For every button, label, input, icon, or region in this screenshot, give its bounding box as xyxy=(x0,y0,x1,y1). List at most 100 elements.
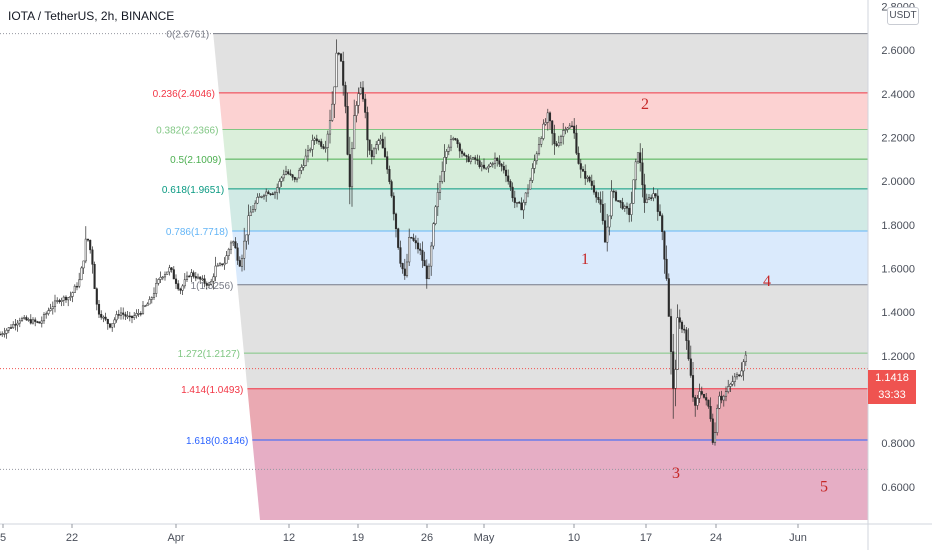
candle-body xyxy=(89,239,92,251)
candle-body xyxy=(232,241,235,244)
candle-body xyxy=(62,296,65,301)
candle-body xyxy=(412,237,415,241)
candle-body xyxy=(210,281,213,285)
fib-zone-1 xyxy=(218,92,869,130)
candle-body xyxy=(727,386,730,392)
candle-body xyxy=(313,138,316,141)
candle-body xyxy=(80,267,83,281)
fib-zones xyxy=(213,33,869,520)
candle-body xyxy=(388,169,391,182)
candle-body xyxy=(309,149,312,151)
fib-label-0.5: 0.5(2.1009) xyxy=(170,155,221,166)
candle-body xyxy=(3,333,6,335)
candle-body xyxy=(221,263,224,266)
candle-body xyxy=(562,130,565,137)
candle-body xyxy=(331,103,334,121)
candle-body xyxy=(284,171,288,175)
candle-body xyxy=(570,125,574,128)
x-tick-label: May xyxy=(474,532,495,544)
candle-body xyxy=(317,140,321,143)
candle-body xyxy=(122,312,125,315)
candle-body xyxy=(135,313,138,317)
candle-body xyxy=(368,139,371,151)
grid-lines xyxy=(0,33,868,470)
fib-zone-0 xyxy=(213,33,869,93)
fib-zone-9 xyxy=(252,440,868,520)
currency-button[interactable]: USDT xyxy=(887,7,919,25)
candle-body xyxy=(199,276,202,280)
candle-body xyxy=(95,288,98,305)
candle-body xyxy=(100,314,103,318)
candle-body xyxy=(377,140,380,145)
candle-body xyxy=(548,112,552,122)
wave-label-2: 2 xyxy=(641,96,649,113)
symbol-header: IOTA / TetherUS, 2h, BINANCE xyxy=(8,9,175,23)
candle-body xyxy=(533,160,536,169)
candle-body xyxy=(260,196,263,198)
candle-body xyxy=(155,283,158,294)
candle-body xyxy=(445,151,448,158)
candle-body xyxy=(540,138,543,145)
x-tick-label: 26 xyxy=(421,532,433,544)
candle-body xyxy=(25,317,28,321)
x-tick-label: 22 xyxy=(66,532,78,544)
candle-body xyxy=(56,300,59,302)
candle-body xyxy=(27,319,30,321)
candle-body xyxy=(588,176,591,182)
y-tick-label: 2.2000 xyxy=(881,133,915,145)
candle-body xyxy=(617,200,620,202)
candle-body xyxy=(181,285,184,291)
candle-body xyxy=(581,169,585,172)
candle-body xyxy=(729,383,732,387)
candle-body xyxy=(141,305,145,314)
candle-body xyxy=(698,391,701,399)
x-tick-label: 24 xyxy=(710,532,722,544)
candle-body xyxy=(194,276,197,279)
candle-body xyxy=(702,393,706,398)
candle-body xyxy=(595,191,598,198)
last-price-label: 1.1418 33:33 xyxy=(868,370,916,404)
candle-body xyxy=(106,319,109,324)
candle-body xyxy=(144,305,147,308)
fib-label-1.272: 1.272(1.2127) xyxy=(178,349,240,360)
y-tick-label: 1.4000 xyxy=(881,307,915,319)
candle-body xyxy=(372,148,376,157)
candle-body xyxy=(348,154,351,188)
bar-countdown: 33:33 xyxy=(878,389,906,401)
candle-body xyxy=(720,395,723,401)
candle-body xyxy=(575,132,578,154)
candle-body xyxy=(628,207,631,215)
candle-body xyxy=(656,195,659,212)
candle-body xyxy=(740,370,743,377)
fib-zone-5 xyxy=(232,231,868,285)
candle-body xyxy=(724,391,728,397)
candle-body xyxy=(51,306,54,310)
candle-body xyxy=(733,376,736,382)
candle-body xyxy=(245,234,248,242)
candle-body xyxy=(685,329,688,341)
last-price-value: 1.1418 xyxy=(875,372,909,384)
candle-body xyxy=(524,192,527,203)
candle-body xyxy=(45,313,48,315)
candle-body xyxy=(551,120,554,134)
candle-body xyxy=(179,288,182,291)
candle-body xyxy=(148,299,151,305)
wave-label-4: 4 xyxy=(763,273,771,290)
candle-body xyxy=(687,340,690,360)
candle-body xyxy=(634,161,637,181)
candle-body xyxy=(663,231,666,260)
candle-body xyxy=(201,278,204,281)
candle-body xyxy=(212,276,215,282)
candle-body xyxy=(513,197,516,203)
candle-body xyxy=(238,260,241,267)
candle-body xyxy=(597,197,600,200)
candle-body xyxy=(744,354,747,363)
candle-body xyxy=(130,315,134,318)
candle-body xyxy=(350,148,354,188)
candle-body xyxy=(535,153,538,162)
candle-body xyxy=(610,190,613,217)
candle-body xyxy=(689,358,692,376)
candle-body xyxy=(265,191,268,196)
candle-body xyxy=(223,262,226,266)
